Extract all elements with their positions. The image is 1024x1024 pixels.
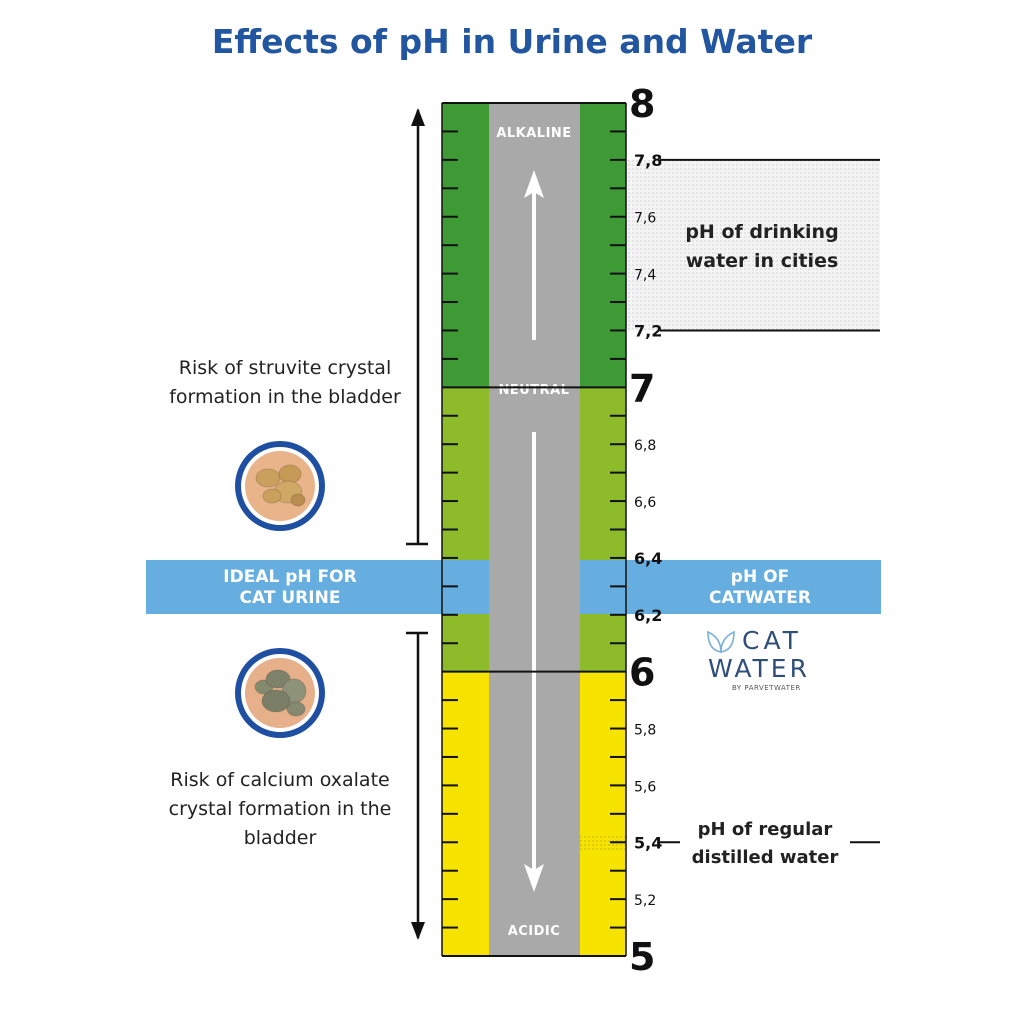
ideal-ph-label: IDEAL pH FOR CAT URINE <box>170 567 410 609</box>
struvite-crystal-icon-crystal <box>255 468 281 488</box>
drinking-water-line2: water in cities <box>685 250 839 272</box>
oxalate-crystal-icon-crystal <box>261 689 291 713</box>
catwater-ph-label-line2: CATWATER <box>708 588 812 608</box>
oxalate-risk-label: Risk of calcium oxalate crystal formatio… <box>140 766 420 853</box>
logo-cat: CAT <box>742 626 802 655</box>
minor-label-6-2: 6,2 <box>634 606 662 625</box>
leaf-icon <box>707 630 735 653</box>
catwater-ph-label: pH OF CATWATER <box>680 567 840 609</box>
label-neutral: NEUTRAL <box>498 383 569 398</box>
minor-label-7-2: 7,2 <box>634 321 662 340</box>
distilled-water-line1: pH of regular <box>697 819 833 840</box>
minor-label-7-8: 7,8 <box>634 151 662 170</box>
struvite-crystal-icon-crystal <box>278 464 302 484</box>
down-arrow-head <box>524 864 544 892</box>
distilled-water-line2: distilled water <box>691 847 839 868</box>
drinking-water-label: pH of drinking water in cities <box>672 218 852 276</box>
struvite-crystal-icon-crystal <box>290 493 306 507</box>
struvite-range-arrow-head-up <box>411 108 425 126</box>
oxalate-crystal-icon-crystal <box>265 669 291 689</box>
major-label-8: 8 <box>629 82 655 126</box>
page-title: Effects of pH in Urine and Water <box>211 22 813 61</box>
struvite-line1: Risk of struvite crystal <box>178 357 392 379</box>
ideal-ph-label-line2: CAT URINE <box>239 588 341 608</box>
struvite-crystal-icon <box>235 441 325 531</box>
major-label-6: 6 <box>629 651 655 695</box>
drinking-water-area <box>580 159 880 331</box>
minor-label-5-4: 5,4 <box>634 833 662 852</box>
minor-label-5-2: 5,2 <box>634 893 656 909</box>
major-label-5: 5 <box>629 935 655 979</box>
minor-label-6-4: 6,4 <box>634 549 662 568</box>
oxalate-crystal-icon-crystal <box>286 701 306 717</box>
logo-sub: BY PARVETWATER <box>732 684 801 692</box>
minor-label-6-8: 6,8 <box>634 438 656 454</box>
oxalate-line3: bladder <box>243 827 317 849</box>
oxalate-line2: crystal formation in the <box>168 798 392 820</box>
minor-label-7-4: 7,4 <box>634 268 656 284</box>
label-alkaline: ALKALINE <box>496 126 571 141</box>
struvite-line2: formation in the bladder <box>169 386 401 408</box>
logo-water: WATER <box>708 654 810 683</box>
struvite-crystal-icon-crystal <box>262 488 282 504</box>
struvite-risk-label: Risk of struvite crystal formation in th… <box>150 354 420 412</box>
oxalate-crystal-icon <box>235 648 325 738</box>
minor-label-7-6: 7,6 <box>634 211 656 227</box>
label-acidic: ACIDIC <box>508 924 561 939</box>
catwater-ph-label-line1: pH OF <box>730 567 790 587</box>
oxalate-range-arrow-head-down <box>411 922 425 940</box>
ideal-ph-label-line1: IDEAL pH FOR <box>223 567 357 587</box>
catwater-logo: CAT WATER BY PARVETWATER <box>704 626 824 696</box>
oxalate-line1: Risk of calcium oxalate <box>170 769 390 791</box>
minor-label-5-6: 5,6 <box>634 779 656 795</box>
minor-label-5-8: 5,8 <box>634 723 656 739</box>
up-arrow-head <box>524 170 544 198</box>
major-label-7: 7 <box>629 366 655 410</box>
drinking-water-line1: pH of drinking <box>685 221 839 243</box>
distilled-water-label: pH of regular distilled water <box>680 816 850 872</box>
minor-label-6-6: 6,6 <box>634 495 656 511</box>
distilled-water-area <box>580 833 626 851</box>
